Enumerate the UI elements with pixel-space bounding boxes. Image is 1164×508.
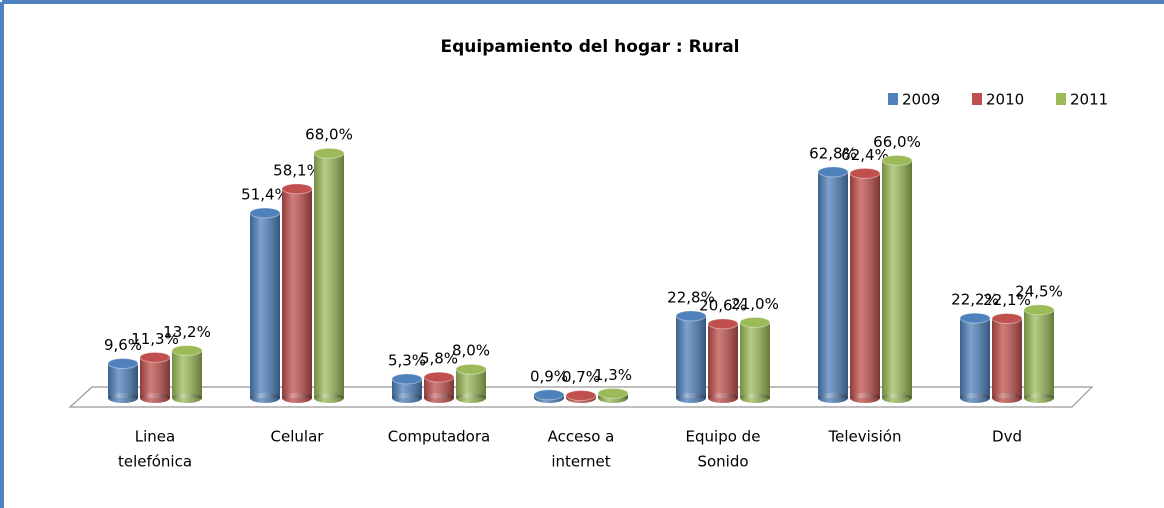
bar-top [533,389,565,401]
bar-shade [960,318,990,398]
legend-swatch [1056,93,1066,105]
x-tick-label: Celular [271,428,325,446]
data-label: 0,9% [530,367,568,385]
bar-top [991,312,1023,324]
bar-shade [818,171,848,398]
data-label: 11,3% [131,330,179,348]
bar-top [423,371,455,383]
bar-top [675,310,707,322]
data-label: 5,8% [420,350,458,368]
x-tick-label: Equipo de [686,428,761,446]
data-label: 0,7% [562,368,600,386]
bar-shade [676,315,706,398]
bar-top [139,351,171,363]
bar-shade [882,160,912,398]
data-label: 22,8% [667,288,715,306]
data-label: 5,3% [388,351,426,369]
bar-top [597,387,629,399]
chart-title: Equipamiento del hogar : Rural [440,37,739,57]
bar-shade [140,357,170,398]
bar-top [249,207,281,219]
bar-top [849,167,881,179]
data-label: 9,6% [104,336,142,354]
data-label: 58,1% [273,161,321,179]
bar-shade [172,350,202,398]
x-tick-label: internet [551,453,610,471]
data-label: 66,0% [873,133,921,151]
bar-shade [108,363,138,398]
legend-label: 2009 [902,91,940,109]
data-label: 1,3% [594,366,632,384]
legend-swatch [888,93,898,105]
x-tick-label: Sonido [697,453,748,471]
data-label: 13,2% [163,323,211,341]
data-label: 21,0% [731,295,779,313]
bar-shade [282,188,312,398]
data-label: 68,0% [305,126,353,144]
bar-shade [708,323,738,398]
bar-top [391,373,423,385]
bar-top [107,357,139,369]
bar-shade [740,322,770,398]
x-tick-label: Computadora [388,428,490,446]
data-label: 20,6% [699,296,747,314]
bar-top [707,318,739,330]
bar-shade [250,212,280,398]
bar-top [959,312,991,324]
data-label: 22,1% [983,291,1031,309]
x-tick-label: Acceso a [548,428,615,446]
data-label: 24,5% [1015,282,1063,300]
legend-label: 2011 [1070,91,1108,109]
bar-shade [1024,309,1054,398]
bar-top [455,363,487,375]
data-label: 62,4% [841,146,889,164]
bar-top [565,389,597,401]
bar-shade [314,153,344,398]
bar-top [281,183,313,195]
bar-shade [392,378,422,398]
x-tick-label: Linea [135,428,175,446]
bar-top [739,316,771,328]
bar-top [881,154,913,166]
legend-label: 2010 [986,91,1024,109]
bar-top [817,166,849,178]
data-label: 8,0% [452,342,490,360]
x-tick-label: Dvd [992,428,1022,446]
data-label: 22,2% [951,291,999,309]
bar-shade [850,173,880,398]
legend-swatch [972,93,982,105]
x-tick-label: telefónica [118,453,192,471]
bar-shade [424,377,454,398]
x-tick-label: Televisión [828,428,902,446]
data-label: 51,4% [241,185,289,203]
bar-top [1023,304,1055,316]
bar-top [171,344,203,356]
data-label: 62,8% [809,144,857,162]
bar-top [313,147,345,159]
bar-shade [992,318,1022,398]
